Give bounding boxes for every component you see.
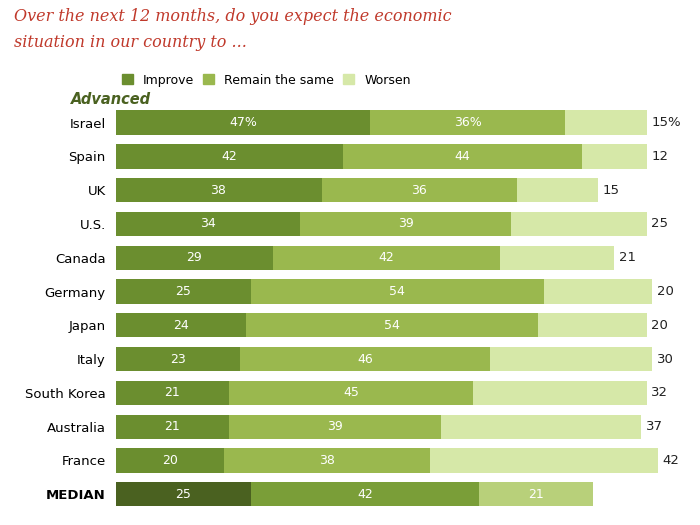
Text: 25: 25: [175, 488, 191, 501]
Bar: [370, 110, 566, 135]
Text: 25: 25: [175, 285, 191, 298]
Text: 36%: 36%: [454, 116, 482, 129]
Text: situation in our country to ...: situation in our country to ...: [14, 34, 247, 51]
Bar: [116, 448, 224, 472]
Bar: [240, 347, 489, 371]
Bar: [430, 448, 658, 472]
Text: Advanced: Advanced: [71, 92, 151, 108]
Bar: [116, 279, 251, 303]
Text: 54: 54: [389, 285, 405, 298]
Bar: [473, 381, 647, 405]
Bar: [116, 347, 240, 371]
Bar: [246, 313, 538, 338]
Text: 21: 21: [164, 420, 181, 433]
Bar: [273, 246, 500, 270]
Bar: [116, 246, 273, 270]
Text: 54: 54: [384, 319, 400, 332]
Text: 23: 23: [170, 353, 186, 365]
Text: 20: 20: [651, 319, 668, 332]
Text: 37: 37: [645, 420, 663, 433]
Bar: [441, 415, 641, 439]
Bar: [116, 381, 230, 405]
Bar: [251, 279, 544, 303]
Text: 42: 42: [357, 488, 373, 501]
Bar: [489, 347, 652, 371]
Text: 12: 12: [651, 150, 668, 163]
Bar: [300, 212, 511, 236]
Bar: [116, 415, 230, 439]
Text: 42: 42: [221, 150, 237, 163]
Bar: [116, 110, 370, 135]
Text: 15: 15: [603, 184, 620, 197]
Bar: [230, 415, 441, 439]
Text: 46: 46: [357, 353, 373, 365]
Bar: [538, 313, 647, 338]
Text: 36: 36: [411, 184, 427, 197]
Text: 20: 20: [162, 454, 178, 467]
Bar: [224, 448, 430, 472]
Text: 47%: 47%: [229, 116, 257, 129]
Text: 38: 38: [319, 454, 335, 467]
Text: 39: 39: [398, 217, 414, 230]
Text: 42: 42: [379, 251, 395, 264]
Bar: [116, 144, 343, 169]
Text: 45: 45: [344, 386, 359, 400]
Bar: [230, 381, 473, 405]
Bar: [116, 482, 251, 507]
Text: 15%: 15%: [651, 116, 681, 129]
Text: 38: 38: [211, 184, 226, 197]
Text: 42: 42: [662, 454, 679, 467]
Bar: [116, 313, 246, 338]
Legend: Improve, Remain the same, Worsen: Improve, Remain the same, Worsen: [122, 74, 411, 87]
Text: 21: 21: [528, 488, 543, 501]
Text: 21: 21: [164, 386, 181, 400]
Bar: [343, 144, 582, 169]
Bar: [321, 178, 517, 202]
Bar: [511, 212, 647, 236]
Text: 20: 20: [657, 285, 673, 298]
Bar: [116, 178, 321, 202]
Bar: [251, 482, 479, 507]
Text: 34: 34: [199, 217, 216, 230]
Text: 24: 24: [173, 319, 188, 332]
Bar: [517, 178, 598, 202]
Text: 30: 30: [657, 353, 673, 365]
Text: 29: 29: [186, 251, 202, 264]
Bar: [500, 246, 615, 270]
Text: Over the next 12 months, do you expect the economic: Over the next 12 months, do you expect t…: [14, 8, 452, 25]
Text: 39: 39: [327, 420, 343, 433]
Bar: [479, 482, 593, 507]
Text: 44: 44: [454, 150, 470, 163]
Bar: [544, 279, 652, 303]
Text: 21: 21: [619, 251, 636, 264]
Bar: [566, 110, 647, 135]
Text: 32: 32: [651, 386, 668, 400]
Bar: [116, 212, 300, 236]
Text: 25: 25: [651, 217, 668, 230]
Bar: [582, 144, 647, 169]
